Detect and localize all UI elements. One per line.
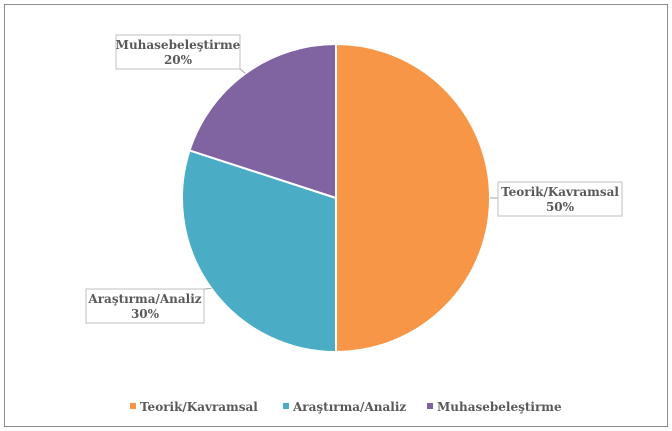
pie-slice-muhasebelestirme bbox=[188, 42, 337, 200]
pie-slices bbox=[181, 42, 491, 354]
data-label-value: 50% bbox=[546, 200, 575, 214]
data-label-category: Araştırma/Analiz bbox=[87, 292, 201, 306]
data-label-value: 20% bbox=[164, 53, 193, 67]
leader-line-muhasebelestirme bbox=[239, 68, 246, 74]
data-label-box bbox=[497, 181, 623, 217]
legend-label: Muhasebeleştirme bbox=[437, 400, 562, 414]
legend-item-muhasebelestirme: Muhasebeleştirme bbox=[427, 400, 562, 414]
legend-swatch bbox=[427, 403, 433, 409]
data-label-category: Muhasebeleştirme bbox=[116, 38, 241, 52]
data-label-category: Teorik/Kavramsal bbox=[501, 185, 619, 199]
legend-item-arastirma-analiz: Araştırma/Analiz bbox=[283, 400, 406, 414]
legend-swatch bbox=[130, 403, 136, 409]
data-label-box bbox=[85, 288, 205, 324]
legend-label: Teorik/Kavramsal bbox=[140, 400, 258, 414]
data-label-box bbox=[115, 34, 241, 70]
data-label-value: 30% bbox=[131, 307, 160, 321]
pie-slice-teorik-kavramsal bbox=[335, 42, 491, 354]
legend-item-teorik-kavramsal: Teorik/Kavramsal bbox=[130, 400, 258, 414]
pie-slice-arastirma-analiz bbox=[181, 149, 337, 354]
leader-lines bbox=[203, 68, 498, 290]
legend-swatch bbox=[283, 403, 289, 409]
legend-label: Araştırma/Analiz bbox=[292, 400, 406, 414]
legend: Teorik/Kavramsal Araştırma/Analiz Muhasebe… bbox=[130, 400, 562, 414]
